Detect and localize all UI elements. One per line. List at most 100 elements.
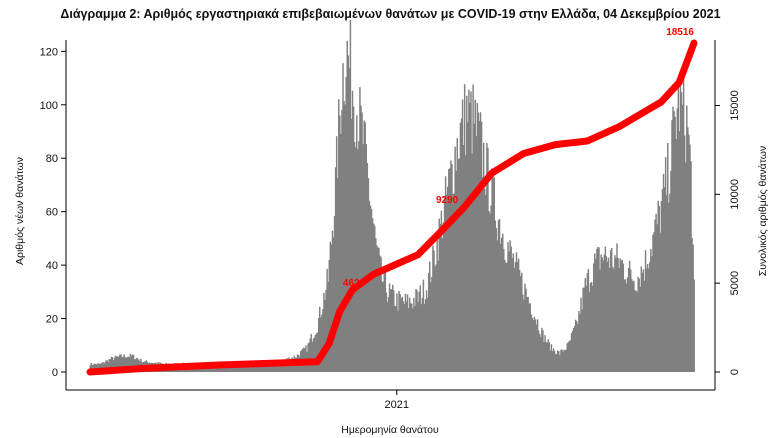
daily-death-bar bbox=[229, 365, 231, 372]
daily-death-bar bbox=[546, 342, 548, 372]
daily-death-bar bbox=[650, 249, 652, 372]
daily-death-bar bbox=[536, 319, 539, 372]
daily-death-bar bbox=[411, 303, 413, 372]
daily-death-bar bbox=[533, 316, 536, 372]
daily-death-bar bbox=[685, 162, 687, 372]
daily-death-bar bbox=[584, 278, 586, 372]
daily-death-bar bbox=[119, 354, 121, 372]
daily-death-bar bbox=[626, 277, 629, 372]
daily-death-bar bbox=[439, 223, 442, 372]
daily-death-bar bbox=[502, 233, 504, 372]
daily-death-bar bbox=[531, 317, 534, 372]
daily-death-bar bbox=[262, 364, 265, 372]
daily-death-bar bbox=[407, 308, 410, 372]
daily-death-bar bbox=[661, 188, 664, 372]
daily-death-bar bbox=[511, 257, 513, 372]
daily-death-bar bbox=[413, 297, 415, 372]
daily-death-bar bbox=[321, 314, 323, 372]
daily-death-bar bbox=[637, 276, 639, 372]
daily-death-bar bbox=[272, 363, 274, 372]
daily-death-bar bbox=[630, 269, 632, 372]
daily-death-bar bbox=[214, 365, 216, 372]
daily-death-bar bbox=[252, 364, 254, 372]
daily-death-bar bbox=[568, 341, 571, 372]
daily-death-bar bbox=[548, 342, 551, 372]
daily-death-bar bbox=[330, 244, 333, 372]
daily-death-bar bbox=[406, 294, 409, 372]
daily-death-bar bbox=[408, 297, 411, 372]
daily-death-bar bbox=[680, 92, 683, 372]
daily-death-bar bbox=[437, 260, 439, 372]
daily-death-bar bbox=[640, 266, 643, 372]
daily-death-bar bbox=[369, 205, 372, 372]
daily-death-bar bbox=[582, 287, 584, 372]
daily-death-bar bbox=[460, 118, 463, 372]
daily-death-bar bbox=[644, 250, 647, 372]
daily-death-bar bbox=[588, 291, 591, 372]
daily-death-bar bbox=[393, 290, 395, 372]
daily-death-bar bbox=[273, 362, 275, 372]
daily-death-bar bbox=[440, 210, 443, 372]
daily-death-bar bbox=[264, 363, 266, 372]
left-y-axis: 0 20 40 60 80 100 120 bbox=[40, 46, 66, 379]
daily-death-bar bbox=[485, 194, 487, 372]
daily-death-bar bbox=[635, 290, 637, 372]
daily-death-bar bbox=[248, 364, 250, 372]
daily-death-bar bbox=[341, 109, 343, 372]
daily-death-bar bbox=[585, 285, 588, 372]
daily-death-bar bbox=[101, 363, 103, 372]
daily-death-bar bbox=[452, 193, 454, 372]
daily-death-bar bbox=[667, 142, 669, 372]
daily-death-bar bbox=[113, 357, 116, 372]
daily-death-bar bbox=[649, 262, 651, 372]
daily-death-bar bbox=[558, 351, 560, 372]
daily-death-bar bbox=[486, 143, 488, 372]
daily-death-bar bbox=[130, 355, 133, 372]
daily-death-bar bbox=[454, 146, 456, 372]
daily-death-bar bbox=[414, 306, 416, 372]
daily-death-bar bbox=[527, 296, 529, 372]
daily-death-bar bbox=[658, 206, 661, 372]
right-tick-label: 10000 bbox=[729, 179, 741, 210]
daily-death-bar bbox=[394, 305, 396, 372]
daily-death-bar bbox=[521, 272, 523, 372]
daily-death-bar bbox=[435, 264, 437, 372]
daily-death-bar bbox=[412, 308, 414, 372]
daily-death-bar bbox=[592, 263, 595, 372]
daily-death-bar bbox=[278, 362, 281, 372]
daily-death-bar bbox=[371, 218, 374, 372]
daily-death-bar bbox=[591, 285, 594, 372]
daily-death-bar bbox=[504, 259, 506, 372]
daily-death-bar bbox=[344, 104, 346, 373]
daily-death-bar bbox=[420, 304, 423, 372]
annotations: 4620 9290 18516 bbox=[343, 27, 695, 289]
daily-death-bar bbox=[674, 116, 676, 372]
daily-death-bar bbox=[639, 286, 641, 372]
daily-death-bar bbox=[522, 294, 524, 372]
daily-death-bar bbox=[690, 161, 692, 372]
daily-death-bar bbox=[587, 268, 590, 372]
daily-death-bar bbox=[327, 281, 329, 372]
daily-death-bar bbox=[441, 238, 444, 372]
daily-death-bar bbox=[112, 360, 115, 372]
daily-death-bar bbox=[514, 262, 517, 372]
daily-death-bar bbox=[339, 115, 341, 372]
daily-death-bar bbox=[134, 358, 137, 372]
daily-death-bar bbox=[131, 354, 134, 372]
daily-death-bar bbox=[471, 153, 473, 372]
daily-death-bar bbox=[125, 358, 127, 372]
daily-death-bar bbox=[409, 303, 412, 372]
daily-death-bar bbox=[600, 254, 602, 372]
daily-death-bar bbox=[503, 248, 505, 372]
daily-death-bar bbox=[308, 342, 310, 372]
daily-death-bar bbox=[128, 357, 131, 372]
daily-death-bar bbox=[589, 283, 592, 372]
left-tick-label: 0 bbox=[52, 367, 58, 379]
left-tick-label: 80 bbox=[46, 153, 58, 165]
daily-death-bar bbox=[622, 263, 625, 372]
daily-death-bar bbox=[596, 248, 598, 372]
daily-death-bar bbox=[529, 303, 531, 372]
daily-death-bar bbox=[633, 280, 635, 372]
daily-death-bar bbox=[357, 149, 359, 372]
